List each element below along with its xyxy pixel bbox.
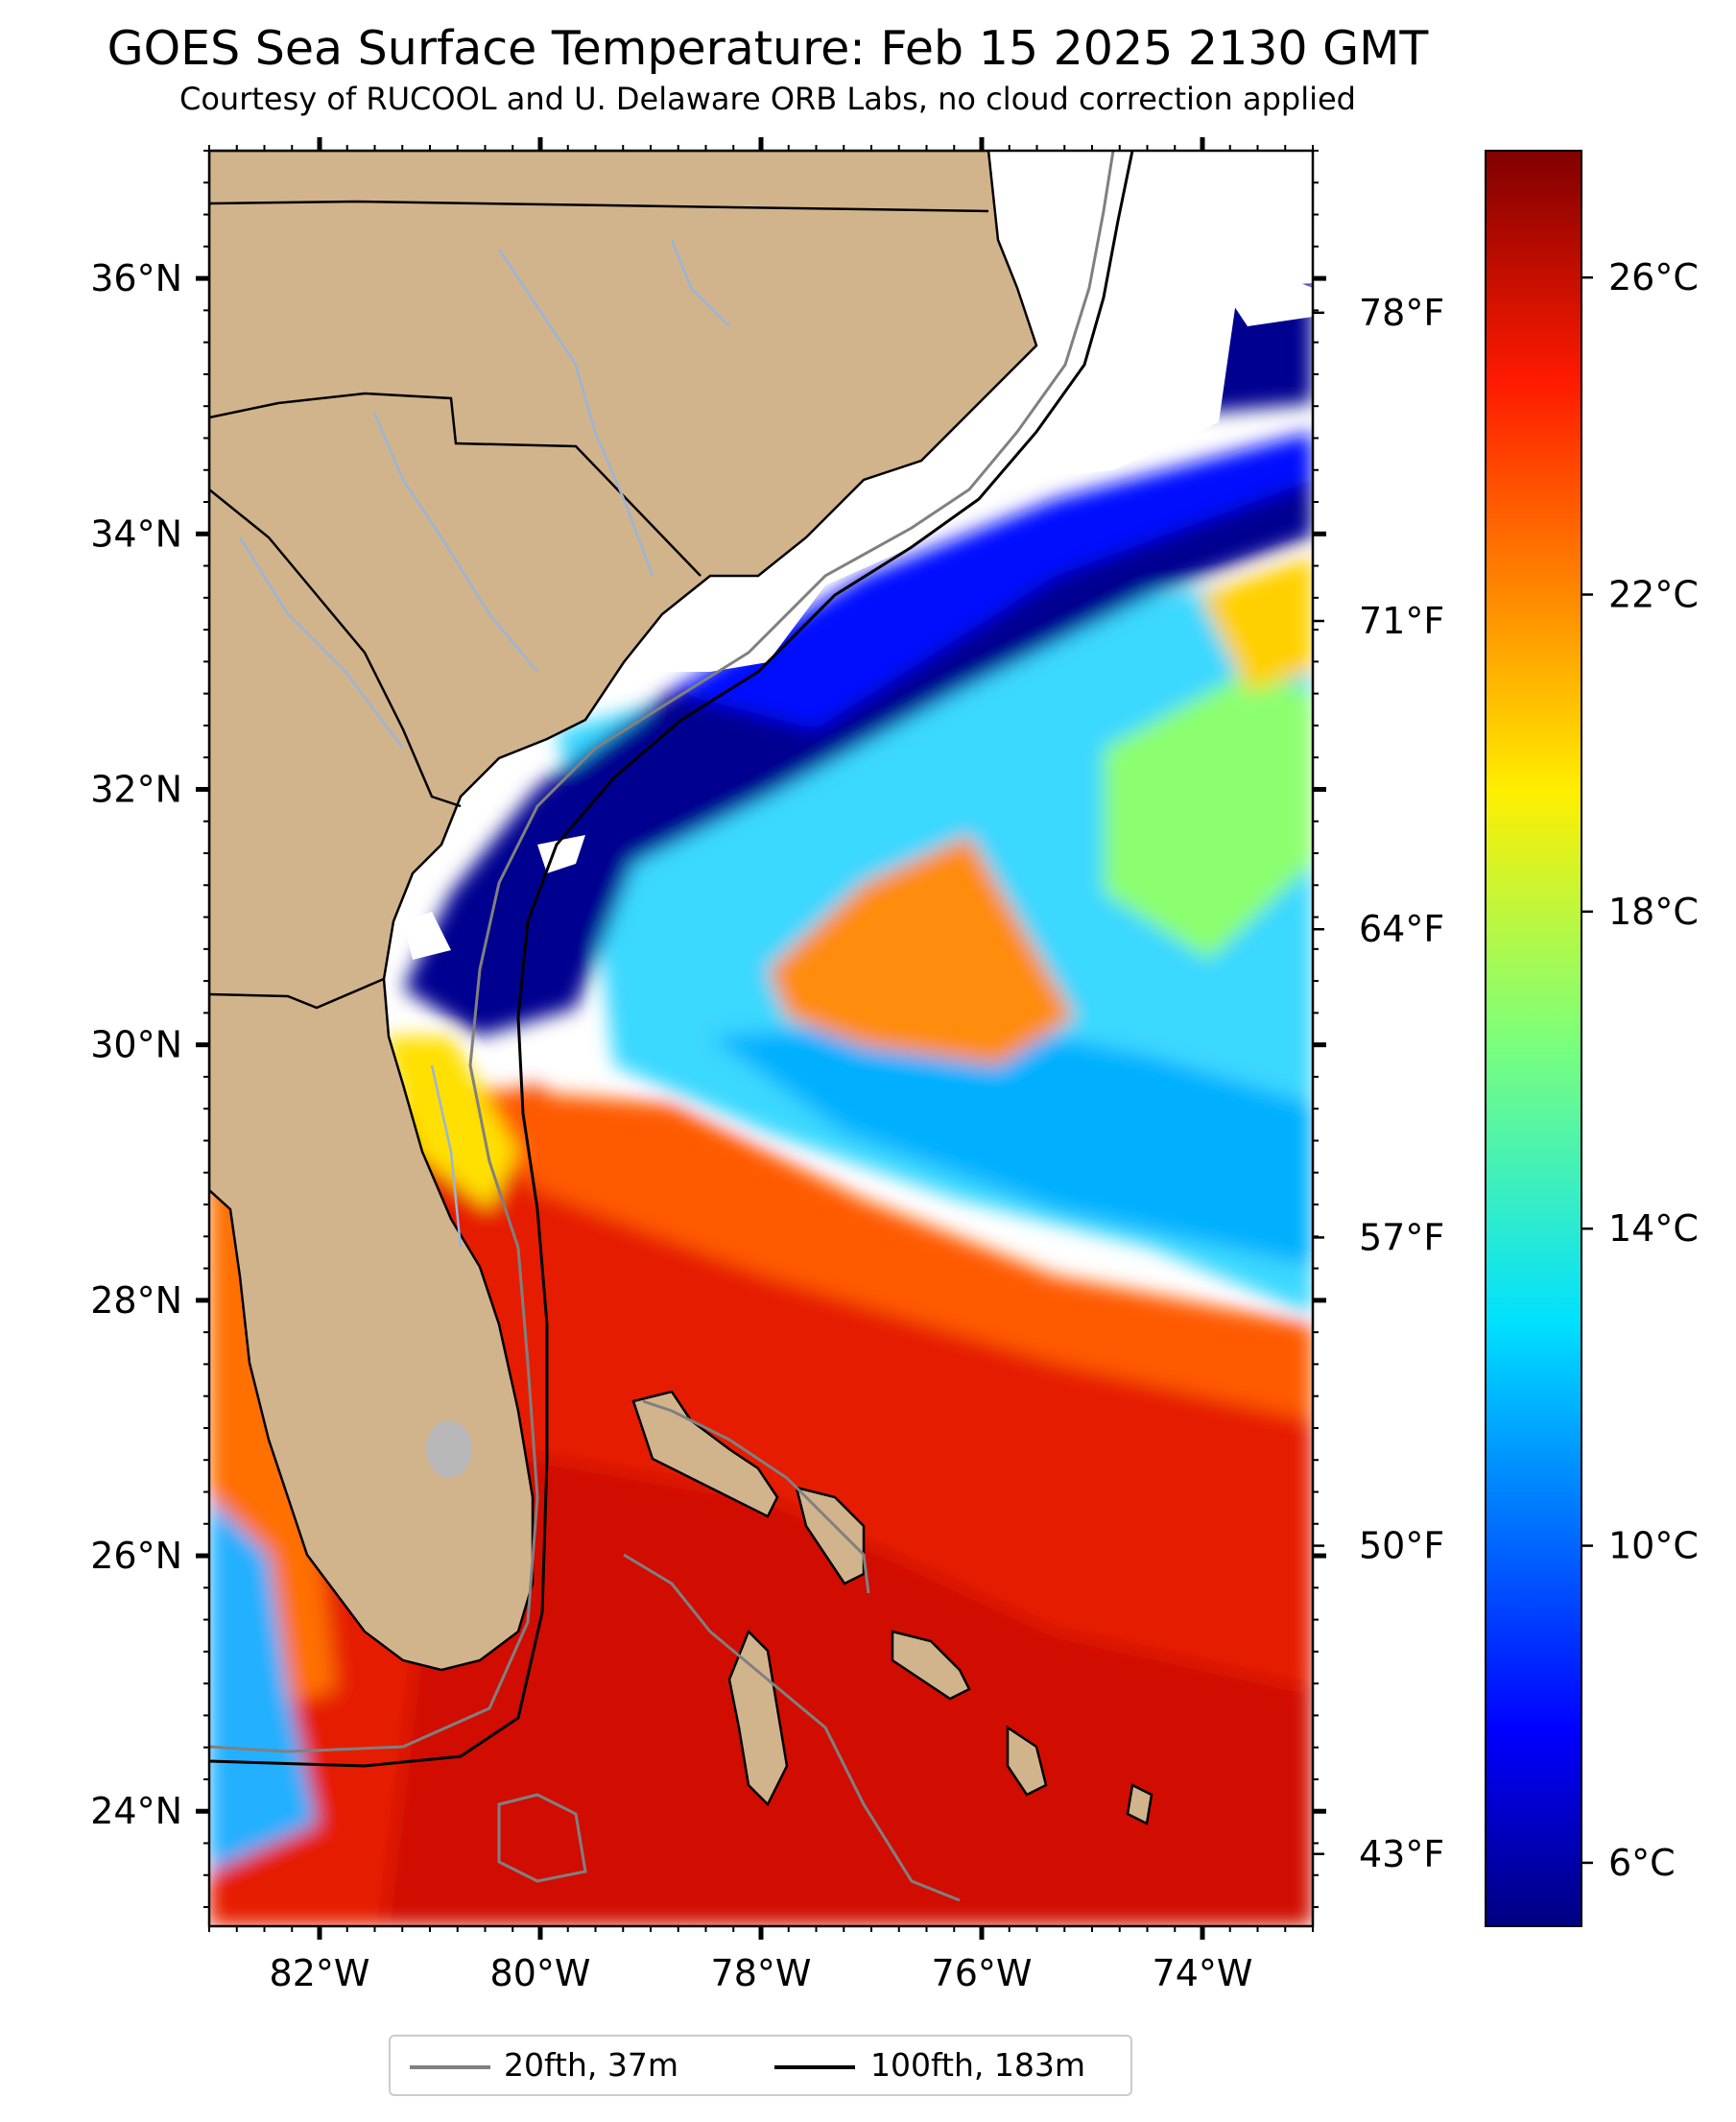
colorbar-tick-label: 26°C <box>1608 256 1699 298</box>
legend-label-20fth: 20fth, 37m <box>504 2046 678 2084</box>
lat-tick-label: 26°N <box>90 1535 182 1577</box>
legend-label-100fth: 100fth, 183m <box>870 2046 1085 2084</box>
fahrenheit-tick-label: 78°F <box>1359 292 1444 334</box>
lat-tick-label: 36°N <box>90 257 182 299</box>
colorbar-tick-label: 18°C <box>1608 891 1699 933</box>
lon-tick-label: 82°W <box>270 1952 370 1994</box>
colorbar-gradient <box>1485 150 1582 1927</box>
lat-tick-label: 30°N <box>90 1024 182 1066</box>
lon-tick-label: 74°W <box>1153 1952 1253 1994</box>
map-title: GOES Sea Surface Temperature: Feb 15 202… <box>107 21 1429 76</box>
fahrenheit-tick-label: 71°F <box>1359 600 1444 642</box>
colorbar-tick-label: 14°C <box>1608 1207 1699 1250</box>
state-borders <box>209 200 989 1010</box>
lat-tick-label: 28°N <box>90 1279 182 1322</box>
land-mass <box>209 151 1153 1825</box>
map-ticks: 82°W 80°W 78°W 76°W 74°W 36°N 34°N 32°N 30°N 28°N… <box>90 137 1444 1994</box>
isobath-legend: 20fth, 37m 100fth, 183m <box>389 2035 1132 2096</box>
lat-tick-label: 24°N <box>90 1790 182 1832</box>
lon-tick-label: 80°W <box>490 1952 591 1994</box>
lat-tick-label: 34°N <box>90 513 182 555</box>
rivers <box>238 239 730 1249</box>
lake-okeechobee <box>426 1420 472 1478</box>
isobath-100fth <box>209 151 1134 1768</box>
lat-tick-label: 32°N <box>90 768 182 810</box>
fahrenheit-tick-label: 43°F <box>1359 1833 1444 1875</box>
legend-swatch-20fth <box>410 2065 490 2069</box>
fahrenheit-tick-label: 57°F <box>1359 1216 1444 1258</box>
legend-swatch-100fth <box>774 2065 855 2069</box>
sst-field <box>209 269 1313 1926</box>
colorbar-tick-label: 6°C <box>1608 1842 1676 1884</box>
colorbar-tick-label: 22°C <box>1608 574 1699 616</box>
isobath-20fth <box>209 151 1115 1902</box>
lon-tick-label: 78°W <box>711 1952 812 1994</box>
colorbar: 26°C 22°C 18°C 14°C 10°C 6°C <box>1485 150 1699 1927</box>
sst-map <box>209 151 1313 1926</box>
map-subtitle: Courtesy of RUCOOL and U. Delaware ORB L… <box>179 81 1356 117</box>
fahrenheit-tick-label: 64°F <box>1359 908 1444 950</box>
colorbar-tick-label: 10°C <box>1608 1525 1699 1567</box>
fahrenheit-tick-label: 50°F <box>1359 1525 1444 1567</box>
lon-tick-label: 76°W <box>932 1952 1033 1994</box>
